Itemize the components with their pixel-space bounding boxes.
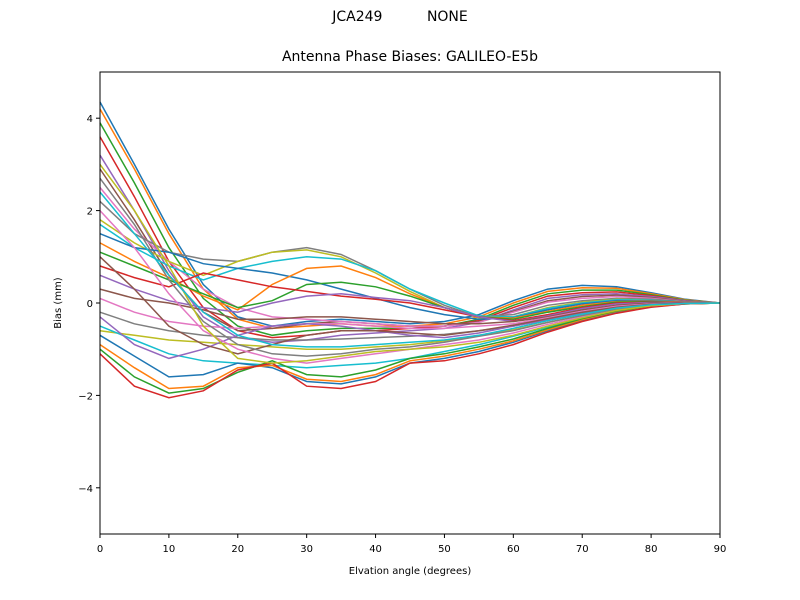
x-tick-label: 40 bbox=[369, 544, 382, 555]
series-line bbox=[99, 265, 721, 322]
series-line bbox=[99, 191, 721, 348]
x-tick-label: 20 bbox=[231, 544, 244, 555]
series-line bbox=[99, 288, 720, 325]
y-axis-label: Bias (mm) bbox=[53, 277, 64, 329]
plot-lines bbox=[99, 101, 721, 399]
series-line bbox=[99, 302, 721, 399]
series-line bbox=[99, 154, 721, 344]
series-line bbox=[99, 163, 721, 364]
x-tick-label: 0 bbox=[97, 544, 103, 555]
series-line bbox=[99, 177, 721, 357]
x-tick-label: 60 bbox=[507, 544, 520, 555]
x-tick-label: 90 bbox=[714, 544, 727, 555]
x-axis-label: Elvation angle (degrees) bbox=[349, 566, 472, 577]
series-line bbox=[99, 187, 721, 327]
x-tick-label: 10 bbox=[163, 544, 176, 555]
y-tick-label: 4 bbox=[87, 114, 93, 125]
y-tick-label: 0 bbox=[87, 299, 93, 310]
y-tick-label: −2 bbox=[78, 391, 93, 402]
x-tick-label: 50 bbox=[438, 544, 451, 555]
series-line bbox=[99, 233, 721, 320]
series-line bbox=[99, 251, 721, 320]
series-line bbox=[99, 256, 720, 355]
y-tick-label: 2 bbox=[87, 207, 93, 218]
x-tick-label: 80 bbox=[645, 544, 658, 555]
x-tick-label: 70 bbox=[576, 544, 589, 555]
series-line bbox=[99, 302, 721, 394]
series-line bbox=[99, 101, 721, 327]
chart-title: Antenna Phase Biases: GALILEO-E5b bbox=[281, 49, 539, 65]
series-line bbox=[99, 223, 721, 318]
y-tick-label: −4 bbox=[78, 484, 93, 495]
series-line bbox=[99, 274, 721, 323]
x-axis-ticks: 0 10 20 30 40 50 60 70 80 90 bbox=[97, 534, 727, 555]
x-tick-label: 30 bbox=[300, 544, 313, 555]
series-line bbox=[99, 210, 721, 364]
y-axis-ticks: −4 −2 0 2 4 bbox=[78, 114, 100, 495]
series-line bbox=[99, 302, 721, 385]
figure-suptitle: JCA249 NONE bbox=[332, 9, 468, 25]
